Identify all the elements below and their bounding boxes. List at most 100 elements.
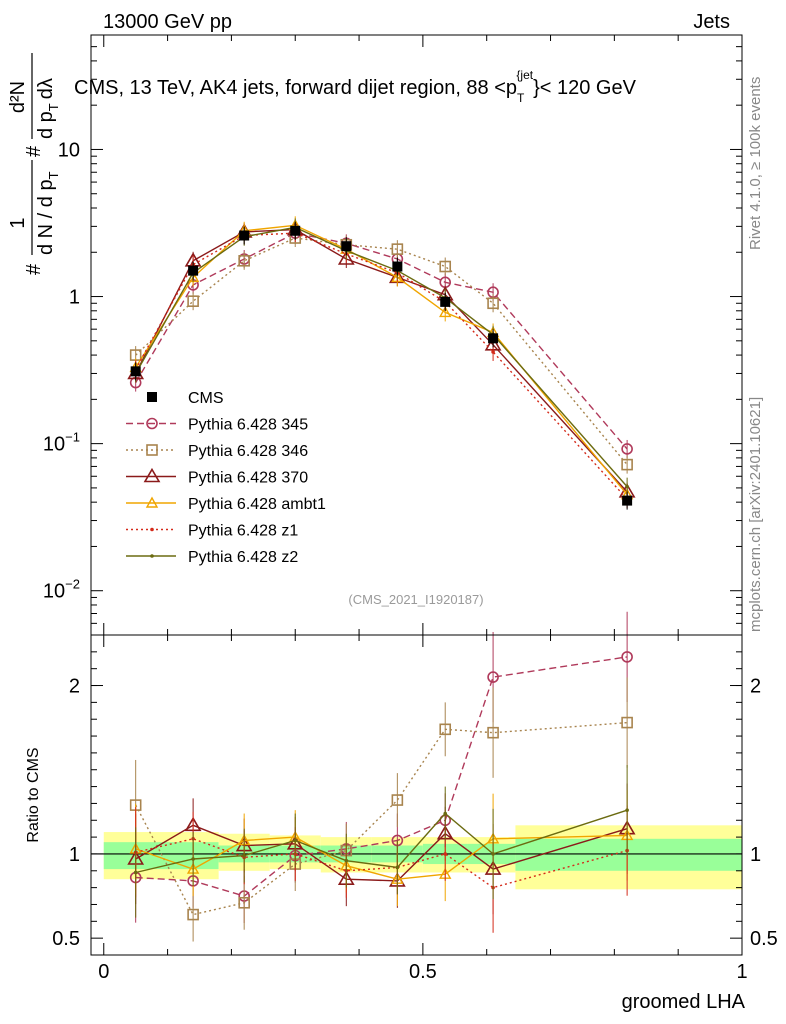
legend-label: Pythia 6.428 345: [188, 417, 308, 434]
ratio-point: [443, 852, 448, 856]
chart-title-end: }< 120 GeV: [533, 77, 637, 99]
legend-label: Pythia 6.428 z2: [188, 549, 298, 566]
ylabel-hash-1: #: [23, 263, 45, 275]
mcplots-label: mcplots.cern.ch [arXiv:2401.10621]: [747, 397, 764, 632]
chart-title: CMS, 13 TeV, AK4 jets, forward dijet reg…: [74, 68, 637, 105]
ylabel-num-denom-sub: T: [46, 103, 61, 111]
ylabel-denom: d N / d p: [35, 179, 57, 255]
ratio-point: [344, 858, 349, 863]
legend-entry: Pythia 6.428 ambt1: [126, 496, 326, 513]
uncertainty-band-inner: [515, 838, 742, 871]
ratio-point: [621, 651, 633, 663]
data-point: [238, 254, 250, 267]
ratio-y-tick-label-right: 1: [750, 844, 761, 866]
ratio-point: [487, 726, 499, 739]
data-point: [491, 350, 495, 354]
ratio-y-label: Ratio to CMS: [25, 747, 42, 842]
ratio-point: [491, 852, 495, 856]
series-pythia-6-428-ambt1: [129, 216, 634, 504]
ratio-series-pythia-6-428-346: [129, 677, 633, 942]
legend-marker: [150, 554, 154, 558]
ylabel-denom-sub: T: [46, 171, 61, 179]
ylabel-one: 1: [7, 217, 29, 228]
data-point: [621, 458, 633, 471]
ratio-point: [133, 870, 138, 875]
data-point: [440, 296, 451, 307]
data-point: [130, 366, 141, 377]
ratio-line: [135, 656, 628, 897]
chart-title-sub: T: [517, 91, 525, 105]
legend-label: Pythia 6.428 z1: [188, 523, 298, 540]
x-tick-label: 0.5: [409, 961, 437, 983]
data-point: [392, 261, 403, 272]
data-point: [391, 243, 404, 255]
rivet-label: Rivet 4.1.0, ≥ 100k events: [747, 77, 764, 250]
series-line: [135, 232, 628, 500]
chart-title-sup: {jet: [516, 68, 533, 82]
data-point: [187, 295, 199, 307]
ylabel-hash-2: #: [23, 145, 45, 157]
ratio-point: [242, 853, 246, 858]
main-frame: [90, 34, 743, 636]
ratio-point: [238, 896, 250, 909]
header-left: 13000 GeV pp: [103, 11, 232, 33]
y-tick-label: 10: [58, 139, 80, 161]
data-point: [487, 297, 499, 310]
ratio-point: [487, 671, 499, 683]
legend-marker: [146, 417, 158, 430]
ratio-series-pythia-6-428-z2: [133, 765, 629, 918]
svg-text:#: #: [23, 263, 45, 275]
header-right: Jets: [693, 11, 730, 33]
legend-entry: Pythia 6.428 z2: [126, 549, 298, 566]
ratio-point: [395, 865, 400, 870]
ratio-y-tick-label: 1: [69, 844, 80, 866]
data-point: [337, 250, 355, 265]
chart-title-text: CMS, 13 TeV, AK4 jets, forward dijet reg…: [74, 77, 517, 99]
svg-text:d pTdλ: d pTdλ: [35, 78, 61, 139]
legend-entry: CMS: [147, 390, 224, 407]
data-point: [621, 443, 633, 455]
legend-marker: [146, 444, 158, 456]
legend-entry: Pythia 6.428 345: [126, 417, 308, 434]
ratio-y-tick-label: 0.5: [52, 928, 80, 950]
ratio-point: [621, 716, 633, 729]
ylabel-num-denom-end: dλ: [35, 78, 57, 99]
y-tick-label: 10−2: [43, 577, 80, 603]
ratio-frame: [90, 634, 743, 956]
legend-label: Pythia 6.428 ambt1: [188, 496, 326, 513]
main-y-label: # 1 d N / d pT # d²N d pTdλ: [7, 53, 61, 275]
main-y-axis: 10−2 10−1 1 10: [43, 34, 743, 636]
legend-entry: Pythia 6.428 346: [126, 443, 308, 460]
main-panel: 10−2 10−1 1 10 (CMS_2021_I1920187) CMS, 13 …: [43, 34, 743, 636]
data-point: [188, 265, 199, 276]
legend-label: Pythia 6.428 370: [188, 470, 308, 487]
legend-marker: [150, 527, 154, 532]
svg-text:d N / d pT: d N / d pT: [35, 171, 61, 255]
ratio-point: [625, 808, 629, 812]
data-point: [622, 495, 633, 506]
data-point: [290, 225, 301, 236]
ratio-point: [191, 857, 195, 861]
legend-marker: [147, 392, 157, 402]
ratio-point: [391, 794, 404, 806]
x-tick-label: 1: [736, 961, 747, 983]
legend-label: CMS: [188, 390, 224, 407]
data-point: [488, 333, 499, 344]
ratio-y-tick-label-right: 0.5: [750, 928, 778, 950]
legend-entry: Pythia 6.428 370: [126, 467, 308, 487]
data-point: [239, 230, 250, 241]
watermark: (CMS_2021_I1920187): [348, 592, 483, 607]
ylabel-num: d²N: [7, 81, 29, 113]
x-tick-label: 0: [98, 961, 109, 983]
ratio-y-tick-label: 2: [69, 676, 80, 698]
series-pythia-6-428-z1: [133, 224, 629, 509]
y-tick-label: 1: [69, 287, 80, 309]
legend-marker: [145, 496, 159, 508]
legend: CMS Pythia 6.428 345 Pythia 6.428 346 Pythi…: [126, 390, 326, 566]
legend-label: Pythia 6.428 346: [188, 443, 308, 460]
ratio-point: [187, 908, 199, 921]
ylabel-num-denom: d p: [35, 111, 57, 139]
data-point: [625, 484, 629, 489]
ratio-line: [135, 721, 628, 916]
